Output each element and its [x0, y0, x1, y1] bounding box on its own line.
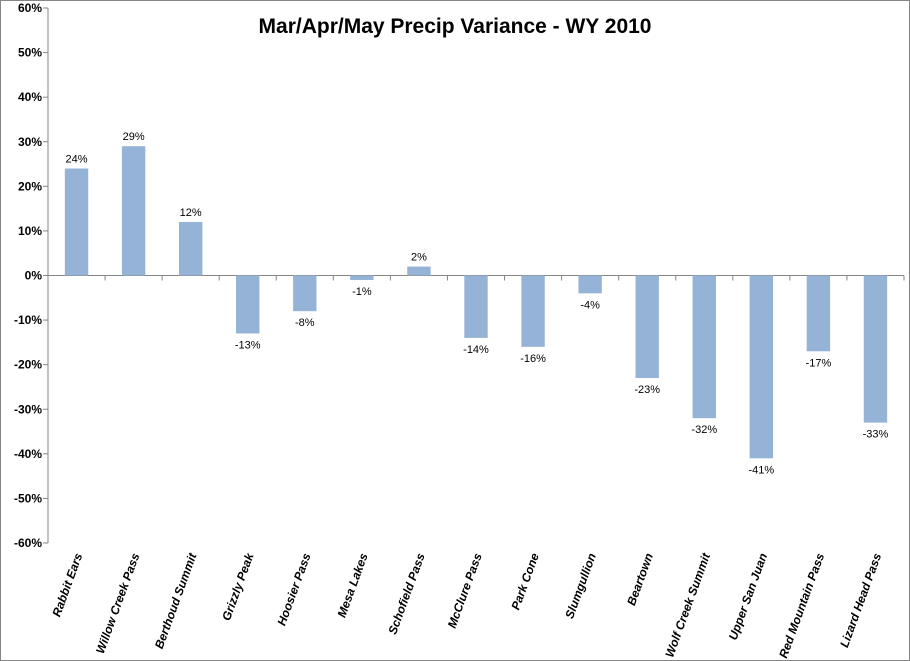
- y-tick-label: 30%: [18, 135, 42, 149]
- bar: [64, 168, 89, 276]
- bar: [863, 275, 888, 423]
- data-label: -16%: [520, 353, 546, 365]
- data-label: -17%: [806, 357, 832, 369]
- bar: [806, 275, 831, 352]
- bar: [635, 275, 659, 379]
- chart-title: Mar/Apr/May Precip Variance - WY 2010: [259, 15, 652, 38]
- y-tick-label: 10%: [18, 224, 42, 238]
- y-tick-label: -50%: [14, 491, 42, 505]
- data-label: -8%: [295, 317, 315, 329]
- y-tick-label: -40%: [14, 447, 42, 461]
- y-tick-label: -20%: [14, 358, 42, 372]
- bar: [121, 146, 146, 276]
- y-tick-label: -30%: [14, 402, 42, 416]
- y-tick-label: 50%: [18, 46, 42, 60]
- bar: [178, 222, 203, 276]
- bar: [350, 275, 374, 280]
- data-label: 2%: [411, 252, 427, 264]
- y-tick-label: 0%: [25, 269, 43, 283]
- y-tick-label: 40%: [18, 90, 42, 104]
- bar: [407, 266, 431, 276]
- data-label: -23%: [634, 384, 660, 396]
- bar: [692, 275, 716, 419]
- data-label: -14%: [463, 344, 489, 356]
- data-label: 24%: [66, 154, 88, 166]
- bar: [749, 275, 774, 459]
- bar: [293, 275, 317, 312]
- y-tick-label: 20%: [18, 179, 42, 193]
- y-tick-label: -10%: [14, 313, 42, 327]
- bar: [464, 275, 488, 338]
- bar: [578, 275, 602, 294]
- y-tick-label: 60%: [18, 1, 42, 15]
- data-label: -32%: [691, 424, 717, 436]
- bar: [521, 275, 545, 347]
- data-label: 12%: [180, 207, 202, 219]
- data-label: -33%: [863, 429, 889, 441]
- data-label: 29%: [123, 131, 145, 143]
- bar: [236, 275, 260, 334]
- y-tick-label: -60%: [14, 536, 42, 550]
- data-label: -4%: [580, 299, 600, 311]
- data-label: -41%: [748, 464, 774, 476]
- data-label: -1%: [352, 286, 372, 298]
- data-label: -13%: [235, 339, 261, 351]
